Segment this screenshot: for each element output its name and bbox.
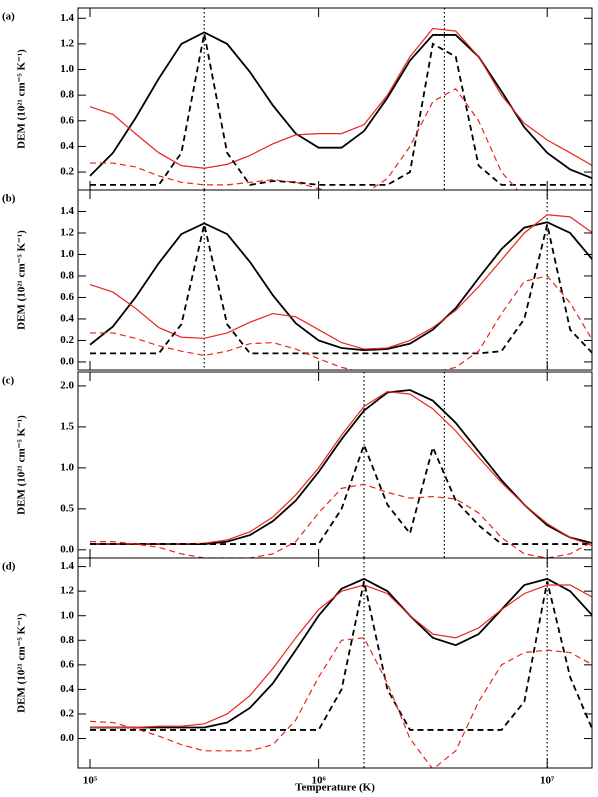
y-axis-label: DEM (10²¹ cm⁻⁵ K⁻¹) xyxy=(16,49,28,149)
plot-area xyxy=(90,372,592,558)
line-series xyxy=(90,391,592,547)
line-series xyxy=(89,221,592,352)
frame xyxy=(77,557,593,769)
y-tick-label: 0.4 xyxy=(60,683,74,695)
line-series xyxy=(90,483,592,558)
y-tick-label: 1.0 xyxy=(60,63,74,75)
y-tick-label: 0.2 xyxy=(60,707,74,719)
y-axis-label: DEM (10²¹ cm⁻⁵ K⁻¹) xyxy=(16,230,28,330)
y-tick-label: 0.8 xyxy=(60,89,74,101)
y-tick-label: 0.5 xyxy=(60,502,74,514)
y-tick-label: 1.2 xyxy=(60,37,74,49)
line-series xyxy=(90,581,592,731)
frame xyxy=(77,7,593,191)
y-tick-label: 0.0 xyxy=(60,543,74,555)
line-series xyxy=(89,31,592,180)
y-tick-label: 0.4 xyxy=(60,140,74,152)
plot-area xyxy=(89,558,592,768)
y-tick-label: 1.2 xyxy=(60,585,74,597)
y-tick-label: 1.0 xyxy=(60,609,74,621)
y-tick-label: 1.0 xyxy=(60,248,74,260)
y-tick-label: 0.6 xyxy=(60,658,74,670)
y-axis-label: DEM (10²¹ cm⁻⁵ K⁻¹) xyxy=(16,613,28,713)
line-series xyxy=(90,577,592,729)
y-tick-label: 0.2 xyxy=(60,334,74,346)
y-tick-label: 0.6 xyxy=(60,114,74,126)
y-tick-label: 0.2 xyxy=(60,166,74,178)
y-tick-label: 1.4 xyxy=(60,12,74,24)
y-tick-label: 0.0 xyxy=(60,355,74,367)
line-series xyxy=(90,389,592,545)
y-tick-label: 1.4 xyxy=(60,205,74,217)
plot-area xyxy=(89,8,592,190)
panel-label: (c) xyxy=(2,375,15,387)
panel-label: (d) xyxy=(2,561,16,573)
y-tick-label: 2.0 xyxy=(60,379,74,391)
x-tick-label: 10⁵ xyxy=(83,775,98,787)
line-series xyxy=(90,584,592,729)
x-axis-label: Temperature (K) xyxy=(295,782,375,794)
y-axis-label: DEM (10²¹ cm⁻⁵ K⁻¹) xyxy=(16,415,28,515)
y-tick-label: 0.0 xyxy=(60,732,74,744)
y-tick-label: 0.4 xyxy=(60,312,74,324)
frame xyxy=(77,371,593,559)
line-series xyxy=(90,275,592,370)
line-series xyxy=(90,87,519,190)
y-tick-label: 1.0 xyxy=(60,461,74,473)
panel-label: (b) xyxy=(2,193,16,205)
y-tick-label: 1.4 xyxy=(60,560,74,572)
panel-label: (a) xyxy=(2,11,15,23)
x-tick-label: 10⁶ xyxy=(311,775,326,787)
y-tick-label: 0.8 xyxy=(60,270,74,282)
line-series xyxy=(89,27,592,169)
y-tick-label: 1.5 xyxy=(60,420,74,432)
y-tick-label: 0.8 xyxy=(60,634,74,646)
x-tick-label: 10⁷ xyxy=(540,775,555,787)
frame xyxy=(77,189,593,371)
line-series xyxy=(89,637,592,768)
line-series xyxy=(90,33,592,186)
plot-area xyxy=(89,190,592,370)
y-tick-label: 0.6 xyxy=(60,291,74,303)
y-tick-label: 1.2 xyxy=(60,227,74,239)
line-series xyxy=(90,224,592,355)
line-series xyxy=(90,442,592,545)
